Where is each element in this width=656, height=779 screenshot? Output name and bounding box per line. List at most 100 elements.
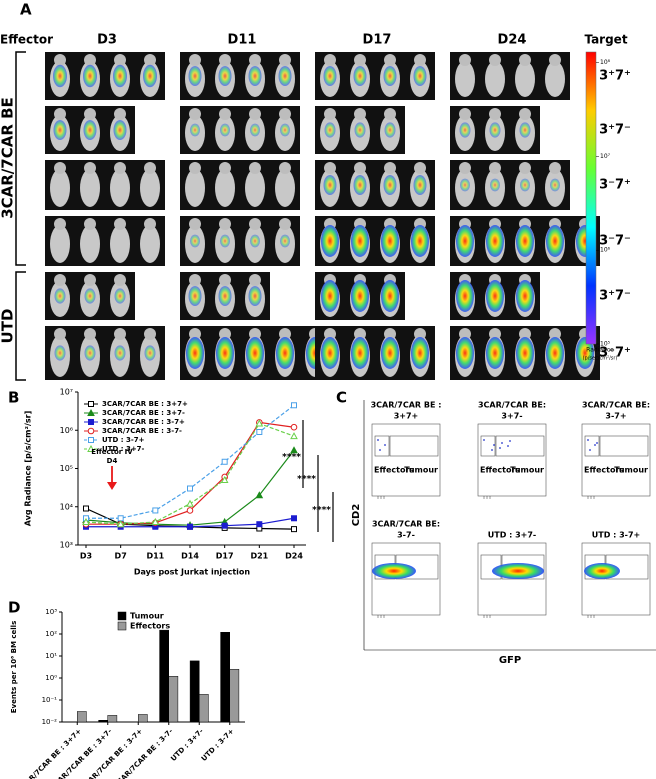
y-tick-label: 10⁴ (60, 502, 73, 511)
event-density (492, 563, 544, 579)
colorbar-tick-label: 10⁶ (600, 247, 611, 254)
flow-plot (477, 423, 547, 497)
marker (221, 522, 228, 529)
signal (190, 123, 200, 137)
signal (323, 175, 337, 195)
marker (186, 499, 194, 507)
mouse-head (189, 54, 201, 66)
mouse-head (354, 162, 366, 174)
signal (383, 66, 397, 86)
bar (199, 694, 209, 723)
flow-plot-title: 3+7+ (394, 412, 419, 421)
colorbar-label: Radiance (586, 347, 614, 354)
effector-label: Effector (0, 33, 53, 47)
y-tick-label: 10⁶ (60, 426, 73, 435)
marker (87, 408, 95, 416)
signal (546, 225, 564, 257)
marker (290, 446, 298, 454)
signal (516, 337, 534, 369)
signal (143, 64, 157, 88)
marker (116, 520, 125, 528)
x-tick-label: D3 (80, 552, 92, 561)
event (499, 447, 501, 449)
signal (248, 286, 262, 306)
mouse-head (519, 162, 531, 174)
x-tick-label: D14 (181, 552, 199, 561)
signal (516, 280, 534, 312)
mouse-head (54, 162, 66, 174)
marker (187, 523, 193, 530)
event (384, 444, 386, 446)
day-label: D11 (228, 33, 257, 48)
marker (290, 423, 298, 431)
mouse-head (354, 108, 366, 120)
mouse-head (459, 162, 471, 174)
mouse-head (279, 218, 291, 230)
group-bracket (15, 271, 26, 381)
legend-entry: 3CAR/7CAR BE : 3-7- (102, 427, 182, 435)
mouse-head (279, 328, 291, 340)
marker (290, 432, 298, 440)
event (493, 444, 495, 446)
signal (384, 122, 396, 138)
signal (220, 234, 230, 248)
flow-plot (371, 423, 441, 497)
mouse-head (144, 328, 156, 340)
signal (381, 280, 399, 312)
flow-plot-title: 3-7+ (605, 412, 626, 421)
mouse-head (324, 328, 336, 340)
significance: **** (297, 475, 316, 485)
signal (248, 66, 262, 86)
signal (411, 337, 429, 369)
signal (188, 66, 202, 86)
mouse-head (354, 328, 366, 340)
signal (280, 234, 290, 248)
signal (114, 288, 126, 304)
x-tick-label: D21 (250, 552, 268, 561)
mouse-head (519, 54, 531, 66)
signal (321, 337, 339, 369)
y-tick-label: 10⁻² (42, 718, 58, 726)
flow-plot-title: UTD : 3-7+ (592, 531, 641, 540)
flow-plot-title: 3CAR/7CAR BE: (582, 401, 650, 410)
marker (256, 521, 263, 528)
mouse (140, 225, 160, 263)
legend-entry: UTD : 3-7+ (102, 436, 145, 444)
day-label: D24 (498, 33, 527, 48)
signal (188, 286, 202, 306)
signal (381, 337, 399, 369)
bar (229, 668, 240, 723)
mouse-head (489, 328, 501, 340)
panel-letter: C (336, 389, 347, 407)
mouse-head (459, 328, 471, 340)
event (507, 445, 509, 447)
marker (87, 427, 95, 435)
mouse (275, 169, 295, 207)
signal (456, 225, 474, 257)
mouse-head (249, 218, 261, 230)
day-label: D3 (97, 33, 117, 48)
mouse (215, 169, 235, 207)
signal (323, 66, 337, 86)
y-tick-label: 10⁰ (45, 674, 57, 682)
mouse-head (84, 54, 96, 66)
mouse-head (219, 218, 231, 230)
annotation: Effector IV (91, 448, 133, 456)
event (596, 442, 598, 444)
mouse-head (489, 54, 501, 66)
target-row-label: 3⁺7⁺ (599, 69, 631, 84)
marker (221, 458, 228, 465)
mouse-head (54, 108, 66, 120)
mouse-head (114, 328, 126, 340)
marker (291, 515, 297, 522)
mouse (140, 169, 160, 207)
bar (220, 632, 231, 723)
marker (88, 401, 94, 407)
mouse-head (489, 108, 501, 120)
day-label: D17 (363, 33, 392, 48)
signal (486, 225, 504, 257)
mouse (50, 169, 70, 207)
x-tick-label: D7 (115, 552, 127, 561)
mouse (110, 225, 130, 263)
signal (83, 64, 97, 88)
